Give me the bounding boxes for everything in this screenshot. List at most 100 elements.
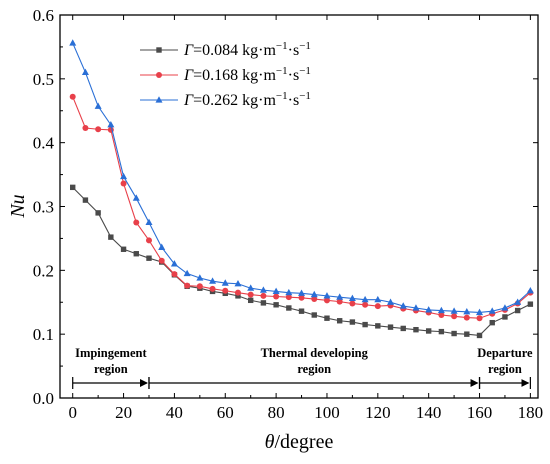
series-1-point: [349, 319, 356, 325]
legend-swatch-marker: [156, 47, 162, 53]
series-3-point: [501, 304, 509, 311]
series-layer: [69, 39, 534, 339]
legend-entry-2: Γ=0.168 kg·m−1·s−1: [140, 65, 311, 84]
y-tick-label: 0.6: [33, 6, 54, 25]
series-3-point: [399, 302, 407, 309]
x-tick-label: 120: [365, 403, 391, 422]
series-1-point: [489, 319, 495, 326]
series-3: [69, 39, 534, 316]
region-label-line1: Thermal developing: [261, 346, 369, 360]
series-1-point: [298, 308, 305, 314]
series-1-point: [502, 314, 508, 320]
series-2-point: [336, 298, 343, 305]
series-1-point: [336, 318, 343, 324]
series-1-point: [527, 301, 534, 307]
series-1-point: [260, 300, 267, 306]
series-1-point: [235, 293, 241, 299]
series-1: [70, 184, 534, 339]
series-2-point: [285, 294, 292, 301]
series-3-point: [310, 290, 318, 298]
series-2-point: [374, 303, 381, 310]
series-3-point: [170, 260, 178, 267]
series-2-point: [82, 124, 89, 131]
series-2-point: [184, 282, 191, 289]
series-2-point: [145, 237, 152, 244]
series-2-point: [362, 301, 369, 308]
x-tick-label: 140: [416, 403, 442, 422]
series-2-point: [69, 93, 76, 100]
series-2-point: [260, 292, 267, 299]
series-1-point: [70, 184, 76, 191]
series-2: [69, 93, 534, 322]
series-3-point: [526, 286, 534, 294]
region-annotations: Impingement region Thermal developing regio…: [72, 346, 533, 389]
y-tick-label: 0.5: [33, 70, 54, 89]
series-1-point: [286, 305, 292, 311]
region-label-line2: region: [297, 362, 331, 376]
series-1-point: [133, 251, 139, 257]
legend-swatch-marker: [156, 72, 162, 78]
region-label-line1: Departure: [477, 346, 533, 360]
series-1-point: [146, 255, 152, 261]
series-3-point: [463, 308, 471, 315]
series-2-point: [196, 283, 203, 290]
series-1-point: [375, 323, 381, 329]
x-tick-label: 40: [166, 403, 183, 422]
legend-swatch-marker: [155, 96, 163, 103]
series-3-point: [476, 308, 484, 316]
x-axis-title: θ/degree: [265, 431, 334, 453]
legend-label: Γ=0.262 kg·m−1·s−1: [183, 90, 311, 109]
series-3-point: [158, 243, 166, 250]
series-1-point: [82, 197, 89, 203]
x-tick-label: 20: [115, 403, 132, 422]
region-label-line2: region: [94, 362, 128, 376]
series-1-point: [400, 325, 406, 332]
series-3-point: [259, 286, 267, 293]
y-tick-label: 0.0: [33, 389, 54, 408]
series-1-point: [362, 321, 368, 328]
series-3-point: [132, 194, 140, 201]
x-tick-label: 180: [518, 403, 544, 422]
series-3-point: [387, 298, 395, 305]
tick-labels: 0 20 40 60 80 100 120 140 160 180 0.0 0.1 0.2 0.3 0.4 0…: [33, 6, 543, 422]
series-3-point: [272, 287, 280, 294]
y-tick-label: 0.2: [33, 261, 54, 280]
series-3-point: [348, 294, 356, 302]
series-3-point: [94, 102, 102, 109]
series-2-point: [222, 287, 229, 294]
series-3-point: [412, 304, 420, 311]
x-tick-label: 0: [68, 403, 77, 422]
region-label-line2: region: [488, 362, 522, 376]
series-1-point: [324, 315, 330, 321]
series-3-point: [196, 274, 204, 281]
series-2-point: [234, 289, 241, 296]
series-2-point: [438, 312, 445, 319]
series-3-point: [425, 306, 433, 313]
y-axis-title-text: Nu: [7, 194, 29, 218]
legend-entry-3: Γ=0.262 kg·m−1·s−1: [140, 90, 311, 109]
y-tick-label: 0.3: [33, 198, 54, 217]
series-3-point: [209, 277, 217, 284]
x-axis-title-unit: /degree: [274, 431, 333, 453]
series-2-point: [209, 285, 216, 292]
series-3-point: [247, 284, 255, 291]
x-tick-label: 100: [314, 403, 340, 422]
series-1-point: [95, 210, 101, 216]
series-2-point: [171, 271, 178, 278]
series-1-point: [387, 324, 394, 330]
series-1-point: [120, 246, 127, 252]
series-2-point: [158, 257, 165, 264]
series-3-point: [69, 39, 77, 46]
series-1-point: [514, 307, 521, 314]
legend-label: Γ=0.168 kg·m−1·s−1: [183, 65, 311, 84]
series-2-point: [95, 126, 102, 133]
series-1-point: [425, 328, 432, 334]
series-1-point: [464, 331, 470, 337]
series-2-point: [298, 294, 305, 301]
series-2-point: [451, 313, 458, 320]
legend-label: Γ=0.084 kg·m−1·s−1: [183, 40, 311, 59]
y-tick-label: 0.1: [33, 325, 54, 344]
region-3: Departure region: [477, 346, 533, 389]
series-2-point: [476, 315, 483, 322]
